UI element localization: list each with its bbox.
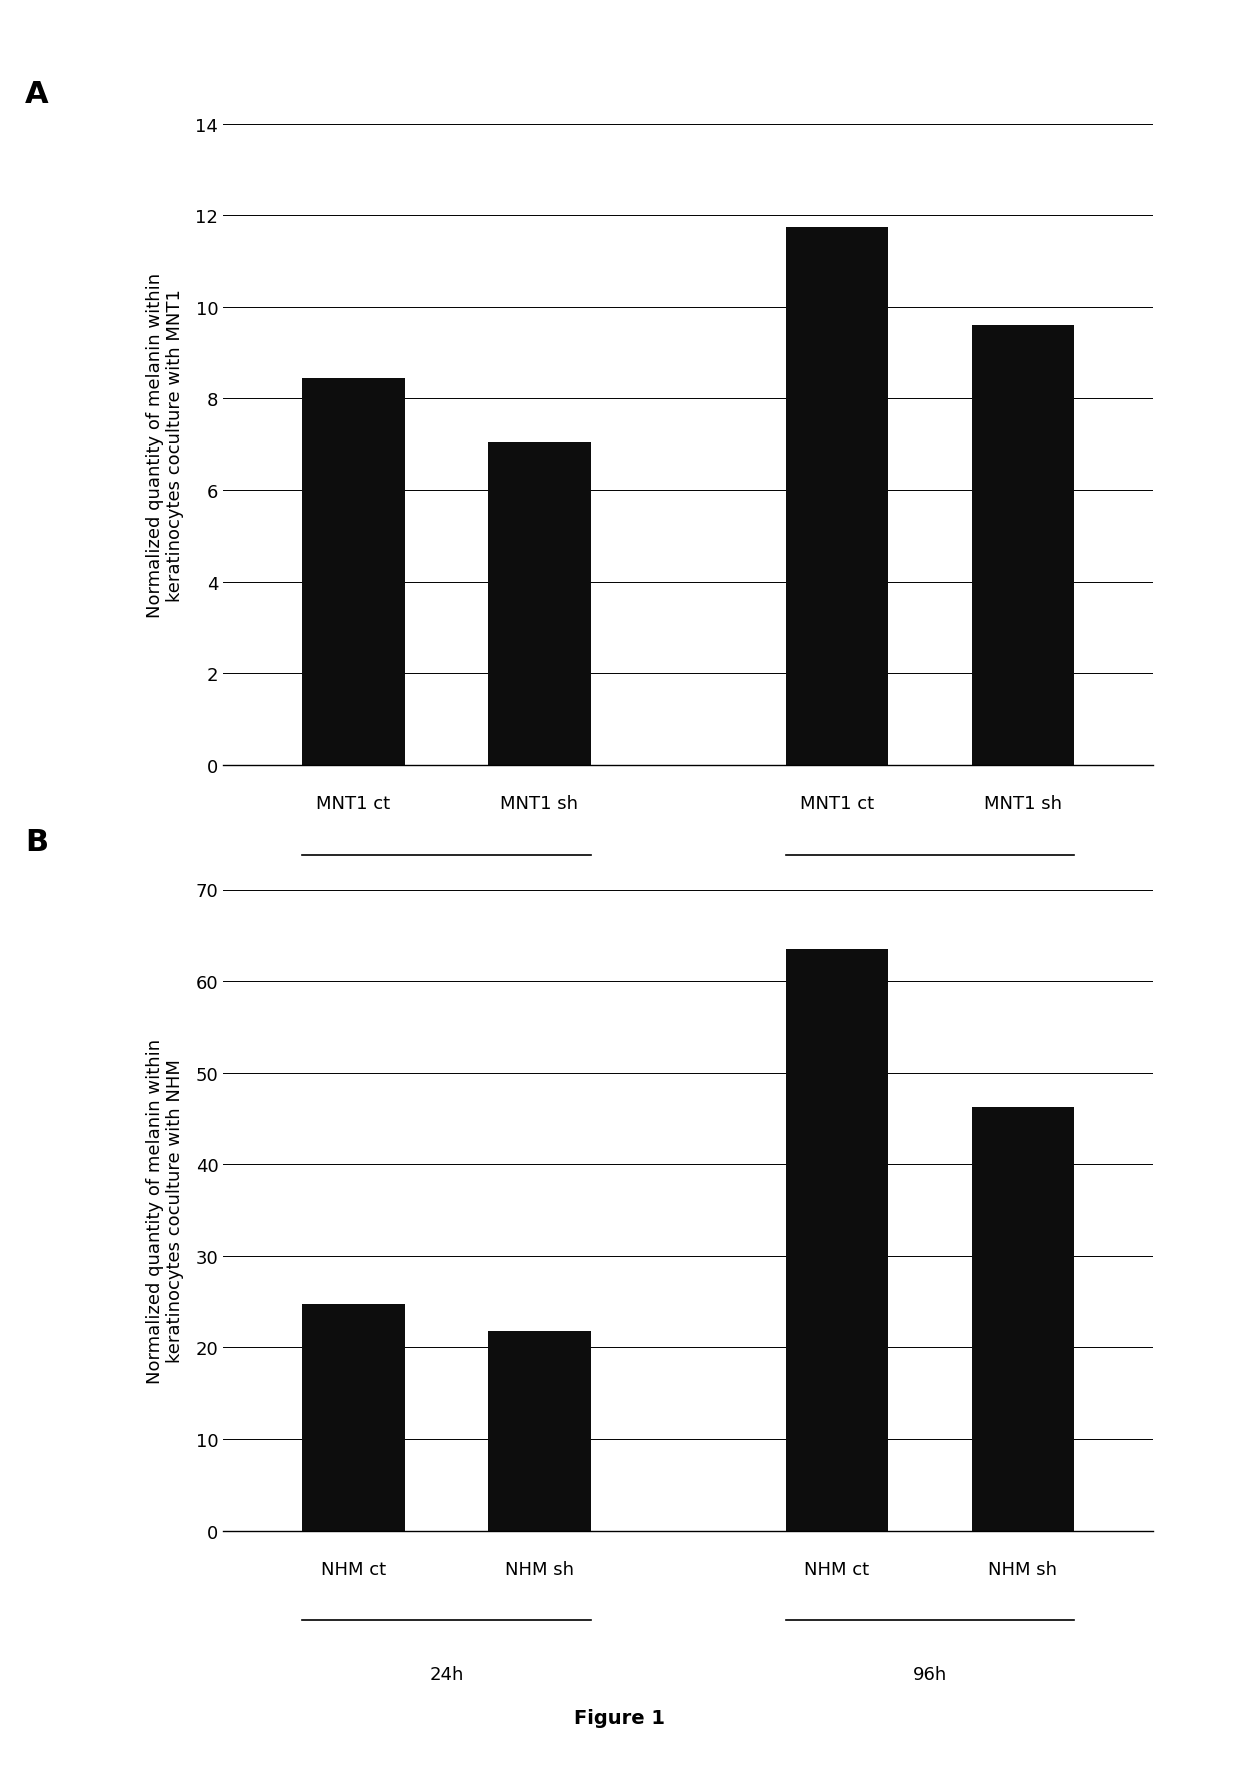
Bar [489,443,590,765]
Bar [303,1305,404,1531]
Text: B: B [25,828,48,856]
Text: 24h: 24h [429,1666,464,1684]
Y-axis label: Normalized quantity of melanin within
keratinocytes coculture with MNT1: Normalized quantity of melanin within ke… [145,272,185,618]
Text: MNT1 ct: MNT1 ct [800,794,874,812]
Text: Figure 1: Figure 1 [574,1707,666,1727]
Bar [972,326,1074,765]
Y-axis label: Normalized quantity of melanin within
keratinocytes coculture with NHM: Normalized quantity of melanin within ke… [145,1038,185,1383]
Bar [303,379,404,765]
Text: 96h: 96h [913,901,947,918]
Text: 24h: 24h [429,901,464,918]
Text: 96h: 96h [913,1666,947,1684]
Bar [489,1331,590,1531]
Bar [786,228,888,765]
Text: NHM ct: NHM ct [805,1559,869,1577]
Text: MNT1 sh: MNT1 sh [501,794,578,812]
Text: A: A [25,80,48,109]
Bar [786,949,888,1531]
Text: NHM sh: NHM sh [505,1559,574,1577]
Bar [972,1107,1074,1531]
Text: NHM ct: NHM ct [321,1559,386,1577]
Text: MNT1 sh: MNT1 sh [985,794,1061,812]
Text: MNT1 ct: MNT1 ct [316,794,391,812]
Text: NHM sh: NHM sh [988,1559,1058,1577]
